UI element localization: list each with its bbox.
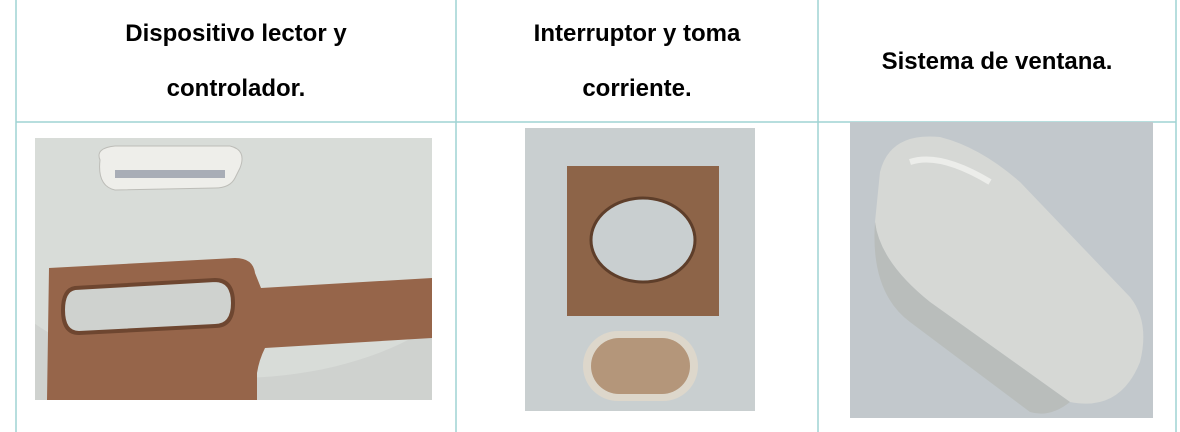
header-text: Dispositivo lector y controlador. [125, 20, 347, 102]
header-cell: Interruptor y toma corriente. [456, 0, 818, 122]
header-cell: Dispositivo lector y controlador. [16, 0, 456, 122]
header-text: Sistema de ventana. [881, 47, 1113, 75]
header-cell: Sistema de ventana. [818, 0, 1176, 122]
photo [850, 122, 1153, 418]
photo [35, 138, 432, 400]
header-text: Interruptor y toma corriente. [533, 20, 741, 102]
photo [525, 128, 755, 411]
